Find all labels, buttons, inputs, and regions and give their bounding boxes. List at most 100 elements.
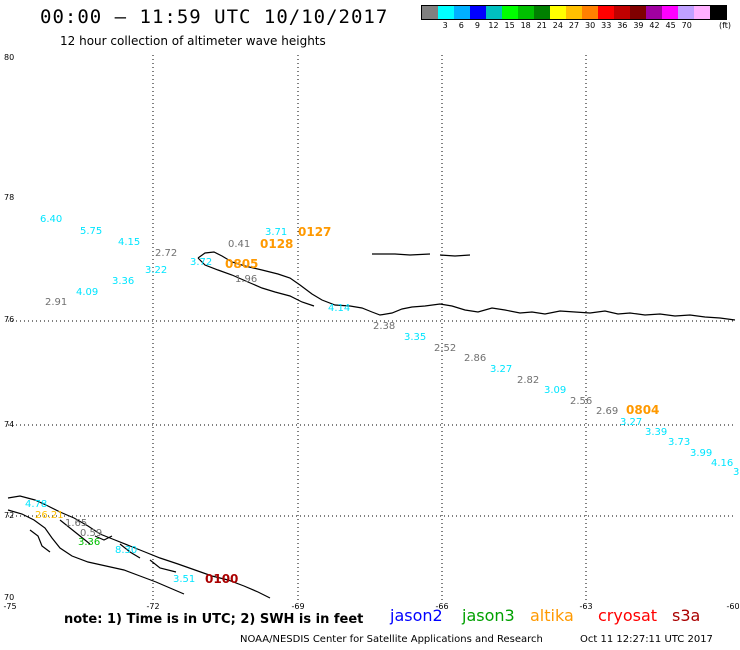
pass-time-label: 0100 — [205, 572, 238, 586]
wave-label-layer: 6.40 5.75 4.15 3.22 3.36 4.09 2.91 2.72 3.72 0.41… — [25, 214, 739, 585]
scale-label: 12 — [488, 21, 499, 30]
scale-label: 39 — [633, 21, 644, 30]
wave-height-label: 2.82 — [517, 375, 539, 386]
scale-label: 36 — [617, 21, 628, 30]
pass-time-label: 0128 — [260, 237, 293, 251]
wave-height-label: 3.99 — [690, 448, 712, 459]
coastline — [7, 251, 736, 599]
color-scale-labels: 3 6 9 12 15 18 21 24 27 30 33 36 39 42 45 70 — [421, 21, 727, 33]
scale-label: 30 — [585, 21, 596, 30]
graticule — [8, 55, 735, 600]
scale-swatch-6 — [518, 6, 534, 19]
scale-swatch-1 — [438, 6, 454, 19]
scale-swatch-15 — [662, 6, 678, 19]
legend-item-jason3: jason3 — [462, 606, 515, 625]
wave-height-label: 3.36 — [112, 276, 134, 287]
scale-swatch-7 — [534, 6, 550, 19]
wave-height-label: 3.72 — [190, 257, 212, 268]
scale-label: 33 — [601, 21, 612, 30]
scale-swatch-17 — [694, 6, 710, 19]
scale-label: 27 — [568, 21, 580, 30]
scale-label: 6 — [458, 21, 464, 30]
wave-height-label: 4.16 — [711, 458, 733, 469]
wave-height-label: 1.96 — [235, 274, 257, 285]
pass-time-label: 0804 — [626, 403, 659, 417]
wave-height-label: 3.39 — [645, 427, 667, 438]
scale-label: 70 — [681, 21, 692, 30]
scale-swatch-14 — [646, 6, 662, 19]
scale-swatch-10 — [582, 6, 598, 19]
pass-time-label: 0805 — [225, 257, 258, 271]
lat-label: 70 — [4, 593, 15, 602]
scale-swatch-5 — [502, 6, 518, 19]
scale-swatch-16 — [678, 6, 694, 19]
wave-height-label: 2.69 — [596, 406, 618, 417]
legend-item-jason2: jason2 — [390, 606, 443, 625]
credit-text: NOAA/NESDIS Center for Satellite Applica… — [240, 634, 543, 645]
scale-swatch-11 — [598, 6, 614, 19]
wave-height-label: 2.72 — [155, 248, 177, 259]
scale-label: 3 — [442, 21, 448, 30]
timestamp-text: Oct 11 12:27:11 UTC 2017 — [580, 634, 713, 645]
wave-height-label: 3.35 — [404, 332, 426, 343]
color-scale-unit: (ft) — [719, 21, 732, 30]
scale-swatch-9 — [566, 6, 582, 19]
wave-height-label: 3.73 — [668, 437, 690, 448]
wave-height-label: 8.30 — [115, 545, 137, 556]
scale-swatch-12 — [614, 6, 630, 19]
scale-swatch-18 — [710, 6, 726, 19]
scale-swatch-2 — [454, 6, 470, 19]
legend-item-cryosat: cryosat — [598, 606, 658, 625]
wave-height-label: 2.56 — [570, 396, 592, 407]
pass-time-label: 0127 — [298, 225, 331, 239]
scale-label: 21 — [536, 21, 547, 30]
color-scale-bar — [421, 5, 727, 20]
wave-height-label: 3.27 — [490, 364, 512, 375]
wave-height-label: 4.09 — [76, 287, 98, 298]
scale-swatch-13 — [630, 6, 646, 19]
wave-height-label: 4.14 — [328, 303, 350, 314]
wave-height-label: 4.78 — [25, 499, 47, 510]
lat-label: 74 — [4, 420, 15, 429]
wave-height-label: 26.21 — [35, 510, 64, 521]
lat-label: 78 — [4, 193, 15, 202]
wave-height-label: 3.36 — [78, 537, 100, 548]
scale-label: 45 — [665, 21, 676, 30]
scale-label: 24 — [552, 21, 563, 30]
wave-height-label: 1.65 — [65, 518, 87, 529]
wave-height-label: 3 — [733, 467, 739, 478]
wave-height-label: 3.51 — [173, 574, 195, 585]
lon-label: -72 — [146, 602, 160, 611]
wave-height-label: 5.75 — [80, 226, 102, 237]
lat-label: 76 — [4, 315, 15, 324]
legend-item-s3a: s3a — [672, 606, 701, 625]
scale-swatch-3 — [470, 6, 486, 19]
scale-swatch-4 — [486, 6, 502, 19]
map-subtitle: 12 hour collection of altimeter wave hei… — [60, 34, 326, 48]
scale-label: 15 — [504, 21, 515, 30]
wave-height-label: 3.09 — [544, 385, 566, 396]
wave-height-label: 2.91 — [45, 297, 67, 308]
wave-height-label: 3.22 — [145, 265, 167, 276]
scale-label: 9 — [474, 21, 480, 30]
wave-height-label: 2.52 — [434, 343, 456, 354]
footer-note: note: 1) Time is in UTC; 2) SWH is in fe… — [64, 612, 364, 627]
wave-height-label: 2.86 — [464, 353, 486, 364]
lat-label: 72 — [4, 511, 15, 520]
scale-label: 42 — [649, 21, 660, 30]
lat-label: 80 — [4, 53, 15, 62]
scale-swatch-0 — [422, 6, 438, 19]
lon-label: -60 — [726, 602, 740, 611]
scale-swatch-8 — [550, 6, 566, 19]
lon-label: -69 — [291, 602, 305, 611]
wave-height-label: 3.27 — [620, 417, 642, 428]
lon-label: -63 — [579, 602, 593, 611]
wave-height-label: 6.40 — [40, 214, 62, 225]
wave-height-label: 0.41 — [228, 239, 250, 250]
legend-item-altika: altika — [530, 606, 574, 625]
map-title: 00:00 – 11:59 UTC 10/10/2017 — [40, 6, 389, 28]
wave-height-label: 4.15 — [118, 237, 140, 248]
scale-label: 18 — [520, 21, 531, 30]
